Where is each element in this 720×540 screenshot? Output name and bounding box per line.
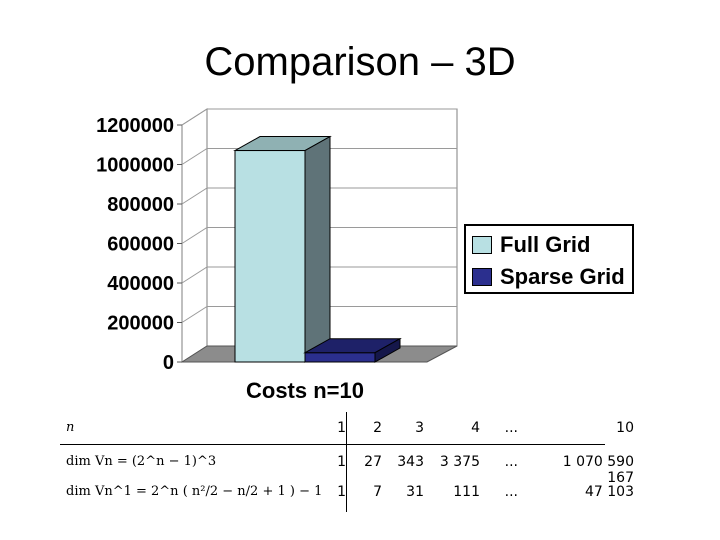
gridline	[181, 187, 457, 205]
table-cell-sparse-3: 111	[453, 484, 480, 500]
table-cell-full-1: 27	[364, 454, 382, 470]
bars	[233, 135, 402, 363]
table-cell-sparse-4: ...	[504, 484, 518, 500]
table-cell-full-0: 1	[337, 454, 346, 470]
legend-label-full-grid: Full Grid	[500, 232, 591, 257]
table-cell-header-2: 3	[415, 420, 424, 436]
row-label-full-dim: dim Vn = (2^n − 1)^3	[66, 454, 217, 469]
x-axis-label: Costs n=10	[246, 378, 364, 400]
gridlines	[177, 108, 457, 363]
y-tick-labels: 1200000 1000000 800000 600000 400000 200000 0	[96, 115, 174, 374]
bar-full-grid	[233, 135, 332, 363]
table-cell-sparse-0: 1	[337, 484, 346, 500]
table-cell-sparse-1: 7	[373, 484, 382, 500]
y-tick-label: 800000	[107, 194, 174, 216]
legend: Full Grid Sparse Grid	[464, 224, 634, 294]
table-cell-header-0: 1	[337, 420, 346, 436]
gridline	[181, 148, 457, 165]
table-cell-full-3: 3 375	[439, 454, 480, 470]
bar-sparse-grid	[303, 337, 402, 363]
row-label-n: n	[66, 420, 75, 435]
table-cell-sparse-5: 47 103	[585, 484, 634, 500]
bar-chart: 120000010000008000006000004000002000000 …	[96, 108, 458, 400]
slide-title: Comparison – 3D	[204, 40, 516, 84]
table-cell-full-4: ...	[504, 454, 518, 470]
y-tick-label: 200000	[107, 313, 174, 335]
table-cell-header-3: 4	[471, 420, 480, 436]
table-divider-vertical	[346, 412, 347, 512]
y-tick-label: 0	[163, 352, 174, 374]
table-cell-sparse-2: 31	[406, 484, 424, 500]
gridline	[181, 266, 457, 284]
table-cell-full-2: 343	[397, 454, 424, 470]
table-cell-header-4: ...	[504, 420, 518, 436]
table-cell-full-5: 1 070 590 167	[562, 454, 634, 486]
gridline	[181, 306, 457, 323]
y-tick-label: 1200000	[96, 115, 174, 137]
table-cell-header-1: 2	[373, 420, 382, 436]
legend-swatch-sparse-grid	[472, 268, 492, 286]
legend-label-sparse-grid: Sparse Grid	[500, 264, 625, 289]
table-cell-header-5: 10	[616, 420, 634, 436]
y-tick-label: 600000	[107, 234, 174, 256]
gridline	[181, 227, 457, 244]
comparison-table: n dim Vn = (2^n − 1)^3 dim Vn^1 = 2^n ( …	[60, 412, 634, 512]
y-tick-label: 1000000	[96, 155, 174, 177]
y-tick-label: 400000	[107, 273, 174, 295]
gridline	[181, 108, 457, 126]
legend-item-sparse-grid: Sparse Grid	[472, 264, 625, 290]
row-label-sparse-dim: dim Vn^1 = 2^n ( n²/2 − n/2 + 1 ) − 1	[66, 484, 323, 499]
legend-swatch-full-grid	[472, 236, 492, 254]
table-divider-horizontal	[60, 444, 605, 445]
legend-item-full-grid: Full Grid	[472, 232, 590, 258]
